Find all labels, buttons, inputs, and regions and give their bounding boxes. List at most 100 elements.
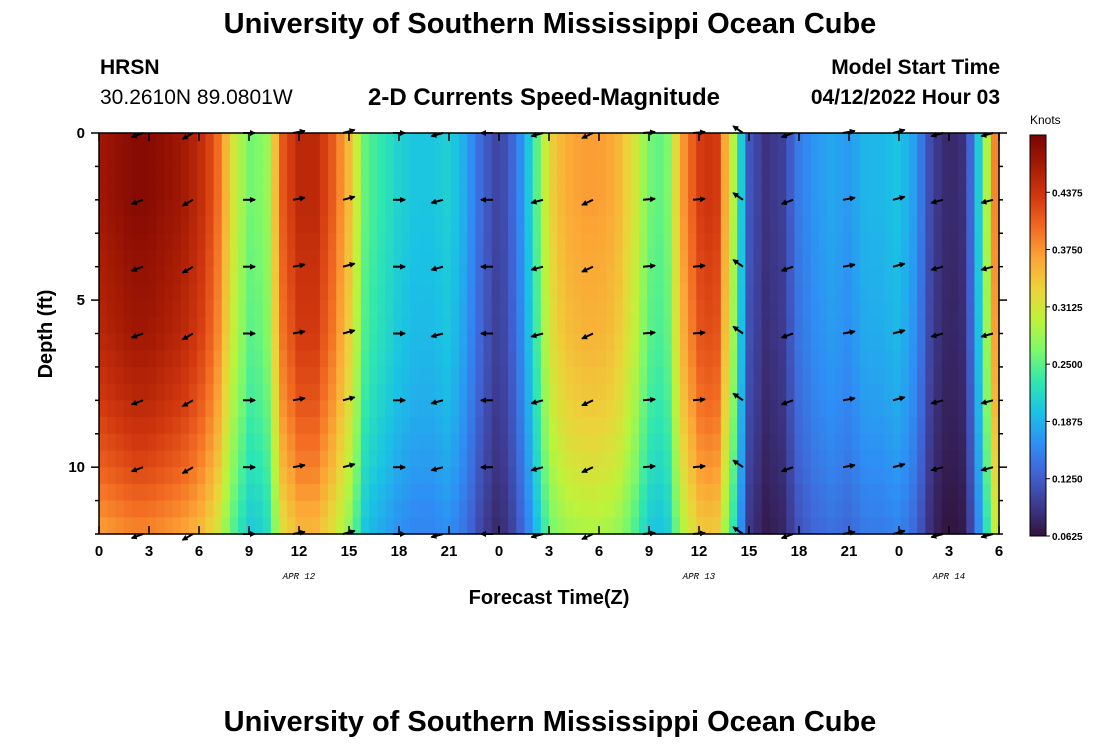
heatmap-cell (614, 166, 624, 184)
heatmap-cell (753, 417, 763, 435)
heatmap-cell (532, 149, 542, 168)
heatmap-cell (336, 266, 346, 284)
heatmap-cell (180, 366, 190, 385)
heatmap-cell (262, 383, 272, 401)
heatmap-cell (393, 249, 403, 268)
heatmap-cell (778, 183, 787, 201)
heatmap-cell (311, 149, 321, 168)
heatmap-cell (450, 417, 460, 435)
heatmap-cell (377, 283, 386, 301)
heatmap-cell (737, 500, 746, 518)
heatmap-cell (753, 266, 763, 284)
heatmap-cell (941, 383, 951, 401)
heatmap-cell (786, 350, 796, 368)
heatmap-cell (663, 300, 673, 318)
heatmap-cell (434, 433, 444, 452)
heatmap-cell (279, 149, 288, 168)
heatmap-cell (270, 383, 280, 401)
heatmap-cell (835, 366, 845, 385)
heatmap-cell (180, 216, 190, 234)
heatmap-cell (688, 517, 697, 535)
heatmap-cell (148, 266, 157, 284)
heatmap-cell (434, 383, 444, 401)
heatmap-cell (966, 199, 976, 218)
heatmap-cell (679, 366, 689, 385)
heatmap-cell (328, 300, 337, 318)
heatmap-cell (974, 316, 984, 335)
heatmap-cell (859, 166, 869, 184)
heatmap-cell (622, 500, 632, 518)
heatmap-cell (344, 366, 354, 385)
heatmap-cell (295, 283, 305, 301)
heatmap-cell (287, 216, 296, 234)
heatmap-cell (434, 400, 444, 418)
heatmap-cell (262, 350, 272, 368)
heatmap-cell (352, 283, 362, 301)
heatmap-cell (868, 400, 877, 418)
heatmap-cell (900, 183, 910, 201)
heatmap-cell (614, 300, 624, 318)
heatmap-cell (148, 400, 157, 418)
heatmap-cell (622, 333, 632, 351)
heatmap-cell (565, 483, 575, 502)
heatmap-cell (598, 316, 607, 335)
heatmap-cell (319, 400, 329, 418)
heatmap-cell (459, 350, 468, 368)
heatmap-cell (254, 517, 264, 535)
heatmap-cell (941, 300, 951, 318)
heatmap-cell (769, 483, 779, 502)
heatmap-cell (107, 450, 116, 468)
heatmap-cell (369, 517, 378, 535)
heatmap-cell (352, 300, 362, 318)
heatmap-cell (630, 366, 640, 385)
heatmap-cell (99, 483, 108, 502)
heatmap-cell (99, 233, 108, 251)
heatmap-cell (148, 366, 157, 385)
heatmap-cell (418, 183, 427, 201)
heatmap-cell (475, 166, 485, 184)
heatmap-cell (639, 216, 648, 234)
heatmap-cell (491, 283, 501, 301)
heatmap-cell (966, 400, 976, 418)
heatmap-cell (524, 483, 534, 502)
heatmap-cell (442, 283, 452, 301)
heatmap-cell (655, 183, 665, 201)
heatmap-cell (639, 149, 648, 168)
heatmap-cell (221, 283, 231, 301)
heatmap-cell (884, 266, 894, 284)
heatmap-cell (769, 266, 779, 284)
heatmap-cell (639, 467, 648, 485)
heatmap-cell (810, 500, 820, 518)
heatmap-cell (369, 149, 378, 168)
heatmap-cell (909, 266, 918, 284)
heatmap-cell (639, 366, 648, 385)
heatmap-cell (532, 300, 542, 318)
heatmap-cell (737, 467, 746, 485)
heatmap-cell (336, 333, 346, 351)
heatmap-cell (393, 216, 403, 234)
heatmap-cell (729, 266, 738, 284)
heatmap-cell (262, 133, 272, 151)
heatmap-cell (164, 433, 174, 452)
heatmap-cell (917, 133, 926, 151)
heatmap-cell (589, 333, 599, 351)
heatmap-cell (630, 350, 640, 368)
heatmap-cell (418, 133, 427, 151)
heatmap-cell (581, 333, 591, 351)
heatmap-cell (311, 350, 321, 368)
heatmap-cell (213, 166, 223, 184)
heatmap-cell (107, 433, 116, 452)
heatmap-cell (115, 400, 125, 418)
heatmap-cell (434, 483, 444, 502)
heatmap-cell (401, 199, 411, 218)
heatmap-cell (377, 383, 386, 401)
heatmap-cell (581, 500, 591, 518)
heatmap-cell (303, 383, 313, 401)
heatmap-cell (868, 483, 877, 502)
heatmap-cell (139, 350, 149, 368)
heatmap-cell (688, 383, 697, 401)
heatmap-cell (868, 233, 877, 251)
heatmap-cell (704, 500, 714, 518)
heatmap-cell (606, 417, 616, 435)
